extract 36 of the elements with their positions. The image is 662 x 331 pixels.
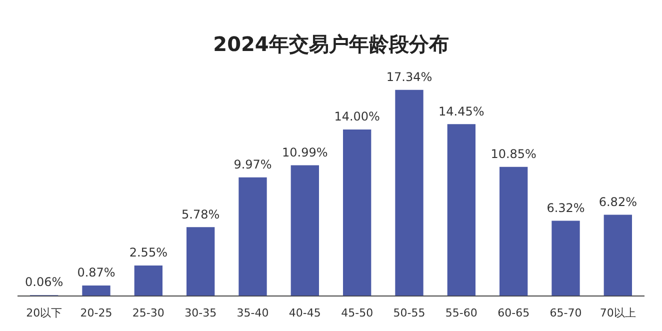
- x-tick-label: 40-45: [288, 306, 321, 320]
- x-tick-label: 65-70: [550, 306, 582, 320]
- data-label: 2.55%: [129, 246, 168, 260]
- data-label: 10.85%: [490, 147, 536, 162]
- data-label: 6.82%: [598, 194, 637, 209]
- bar: [447, 124, 476, 296]
- data-label: 5.78%: [182, 207, 220, 222]
- data-label: 10.99%: [282, 145, 328, 160]
- x-tick-label: 20以下: [26, 306, 62, 320]
- x-tick-label: 30-35: [184, 306, 217, 320]
- data-label: 0.87%: [77, 266, 116, 280]
- x-tick-label: 50-55: [393, 306, 426, 320]
- x-tick-label: 70以上: [600, 306, 636, 320]
- x-tick-label: 60-65: [498, 306, 530, 320]
- data-label: 17.34%: [386, 70, 432, 84]
- bar: [500, 166, 528, 296]
- x-tick-label: 25-30: [132, 306, 164, 320]
- data-label: 14.00%: [334, 110, 380, 124]
- bar: [343, 130, 372, 296]
- x-tick-label: 55-60: [445, 306, 478, 320]
- data-label: 6.32%: [546, 200, 585, 215]
- bar: [395, 90, 424, 296]
- data-label: 14.45%: [438, 104, 484, 118]
- bar: [82, 285, 110, 296]
- bar: [290, 165, 319, 296]
- bar: [552, 220, 580, 296]
- x-tick-label: 35-40: [236, 306, 269, 320]
- x-tick-label: 45-50: [341, 306, 374, 320]
- data-label: 9.97%: [234, 158, 272, 172]
- bar: [604, 214, 632, 296]
- bar: [238, 177, 267, 296]
- data-label: 0.06%: [25, 275, 64, 290]
- bar: [186, 227, 215, 296]
- chart-title: 2024年交易户年龄段分布: [213, 32, 449, 56]
- bar: [134, 266, 162, 296]
- x-tick-label: 20-25: [80, 306, 112, 320]
